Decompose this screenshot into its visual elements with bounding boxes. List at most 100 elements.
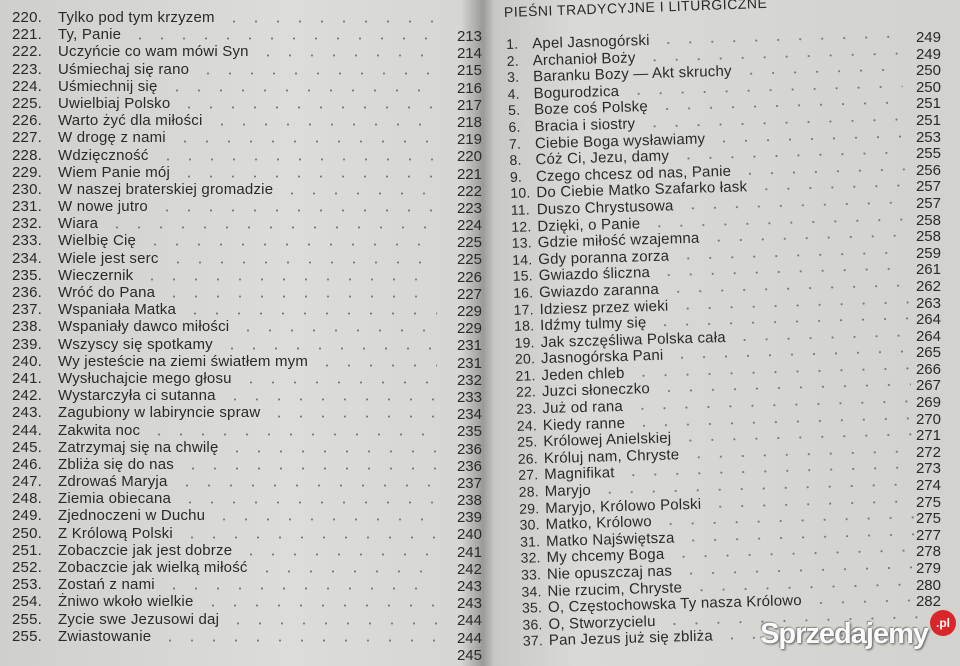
index-entry: 245. Zatrzymaj się na chwilę bbox=[12, 439, 437, 456]
entry-title: Zycie swe Jezusowi daj bbox=[58, 610, 220, 628]
index-entry: 251. Zobaczcie jak jest dobrze bbox=[12, 541, 437, 559]
entry-number: 220. bbox=[12, 9, 42, 26]
index-entry: 225. Uwielbiaj Polsko bbox=[12, 94, 437, 112]
dot-leader bbox=[159, 638, 437, 642]
index-entry: 247. Zdrowaś Maryja bbox=[12, 473, 437, 490]
dot-leader bbox=[681, 200, 906, 211]
entry-title: Tylko pod tym krzyzem bbox=[58, 9, 215, 26]
entry-number: 252. bbox=[12, 559, 42, 576]
page-number: 229 bbox=[456, 320, 482, 338]
index-entry: 241. Wysłuchajcie mego głosu bbox=[12, 369, 437, 387]
index-entry: 227. W drogę z nami bbox=[12, 129, 437, 147]
entry-number: 16. bbox=[512, 284, 534, 301]
index-entry: 232. Wiara bbox=[12, 215, 437, 232]
dot-leader bbox=[213, 518, 437, 522]
entry-number: 9. bbox=[509, 168, 523, 185]
page-number: 240 bbox=[456, 526, 482, 544]
index-entry: 242. Wystarczyła ci sutanna bbox=[12, 387, 437, 404]
page-number: 235 bbox=[456, 423, 482, 441]
left-index-list: 220. Tylko pod tym krzyzem 221. Ty, Panie 22… bbox=[12, 9, 437, 645]
entry-number: 230. bbox=[12, 180, 42, 198]
entry-number: 237. bbox=[12, 301, 42, 319]
entry-number: 35. bbox=[521, 599, 543, 616]
entry-title: W drogę z nami bbox=[58, 129, 166, 147]
section-heading: PIEŚNI TRADYCYJNE I LITURGICZNE bbox=[503, 0, 768, 20]
page-number: 236 bbox=[456, 457, 482, 475]
index-entry: 244. Zakwita noc bbox=[12, 421, 437, 439]
dot-leader bbox=[174, 140, 437, 144]
index-entry: 248. Ziemia obiecana bbox=[12, 490, 437, 508]
page-number: 270 bbox=[915, 410, 941, 428]
page-number: 231 bbox=[456, 337, 482, 355]
dot-leader bbox=[690, 582, 917, 592]
page-number: 257 bbox=[915, 178, 941, 196]
index-entry: 239. Wszyscy się spotkamy bbox=[12, 336, 437, 353]
entry-title: Ty, Panie bbox=[58, 26, 122, 44]
dot-leader bbox=[632, 366, 911, 378]
dot-leader bbox=[680, 565, 917, 576]
page-number: 264 bbox=[915, 311, 941, 329]
entry-title: W nowe jutro bbox=[58, 198, 148, 216]
entry-number: 34. bbox=[521, 582, 542, 600]
dot-leader bbox=[656, 101, 904, 112]
index-entry: 238. Wspaniały dawco miłości bbox=[12, 318, 437, 335]
index-entry: 222. Uczyńcie co wam mówi Syn bbox=[12, 43, 437, 61]
page-number: 227 bbox=[456, 285, 482, 303]
dot-leader bbox=[687, 449, 913, 459]
page-number: 214 bbox=[456, 45, 482, 63]
entry-number: 254. bbox=[12, 593, 42, 611]
dot-leader bbox=[738, 167, 905, 176]
entry-number: 18. bbox=[513, 317, 535, 334]
dot-leader bbox=[257, 54, 437, 58]
entry-number: 235. bbox=[12, 266, 42, 284]
entry-number: 244. bbox=[12, 421, 42, 439]
dot-leader bbox=[755, 184, 906, 192]
entry-number: 10. bbox=[510, 184, 531, 202]
page-number: 249 bbox=[915, 45, 941, 63]
page-number: 250 bbox=[915, 78, 941, 96]
page-number: 232 bbox=[456, 371, 482, 389]
dot-leader bbox=[316, 363, 437, 367]
entry-title: Zagubiony w labiryncie spraw bbox=[58, 404, 261, 422]
entry-number: 241. bbox=[12, 369, 42, 387]
entry-title: Zbliża się do nas bbox=[58, 455, 174, 473]
entry-title: Ziemia obiecana bbox=[58, 490, 172, 508]
entry-title: Z Królową Polski bbox=[58, 524, 173, 542]
index-entry: 255. Zycie swe Jezusowi daj bbox=[12, 610, 437, 628]
dot-leader bbox=[202, 604, 437, 608]
right-index-list: 1. Apel Jasnogórski 2. Archanioł Boży 3. Bara… bbox=[506, 28, 918, 650]
index-entry: 234. Wiele jest serc bbox=[12, 250, 437, 267]
index-entry: 223. Uśmiechaj się rano bbox=[12, 61, 437, 78]
index-entry: 237. Wspaniała Matka bbox=[12, 301, 437, 319]
dot-leader bbox=[184, 312, 437, 316]
entry-number: 2. bbox=[506, 52, 519, 69]
index-entry: 220. Tylko pod tym krzyzem bbox=[12, 9, 437, 26]
page-number: 256 bbox=[915, 161, 941, 179]
entry-number: 29. bbox=[518, 499, 540, 517]
entry-number: 227. bbox=[12, 129, 42, 147]
entry-number: 13. bbox=[511, 234, 533, 252]
page-number: 258 bbox=[915, 228, 941, 246]
entry-title: Uczyńcie co wam mówi Syn bbox=[58, 43, 249, 61]
entry-title: Uwielbiaj Polsko bbox=[58, 94, 171, 112]
page-number: 279 bbox=[915, 560, 941, 577]
entry-title: Zobaczcie jak jest dobrze bbox=[58, 541, 233, 559]
dot-leader bbox=[631, 399, 912, 411]
dot-leader bbox=[682, 532, 916, 543]
entry-title: Zostań z nami bbox=[58, 576, 155, 594]
entry-number: 226. bbox=[12, 112, 42, 130]
index-entry: 228. Wdzięczność bbox=[12, 147, 437, 164]
entry-number: 23. bbox=[516, 400, 537, 417]
dot-leader bbox=[654, 316, 910, 328]
page-number: 250 bbox=[915, 62, 941, 80]
dot-leader bbox=[197, 71, 437, 75]
entry-title: Wysłuchajcie mego głosu bbox=[58, 369, 232, 387]
page-number: 237 bbox=[456, 474, 482, 492]
dot-leader bbox=[163, 295, 437, 298]
dot-leader bbox=[657, 34, 902, 45]
entry-number: 26. bbox=[517, 450, 539, 467]
page-number: 225 bbox=[456, 234, 482, 252]
page-number: 213 bbox=[456, 28, 482, 45]
page-number: 277 bbox=[915, 526, 941, 544]
entry-number: 31. bbox=[519, 533, 541, 550]
